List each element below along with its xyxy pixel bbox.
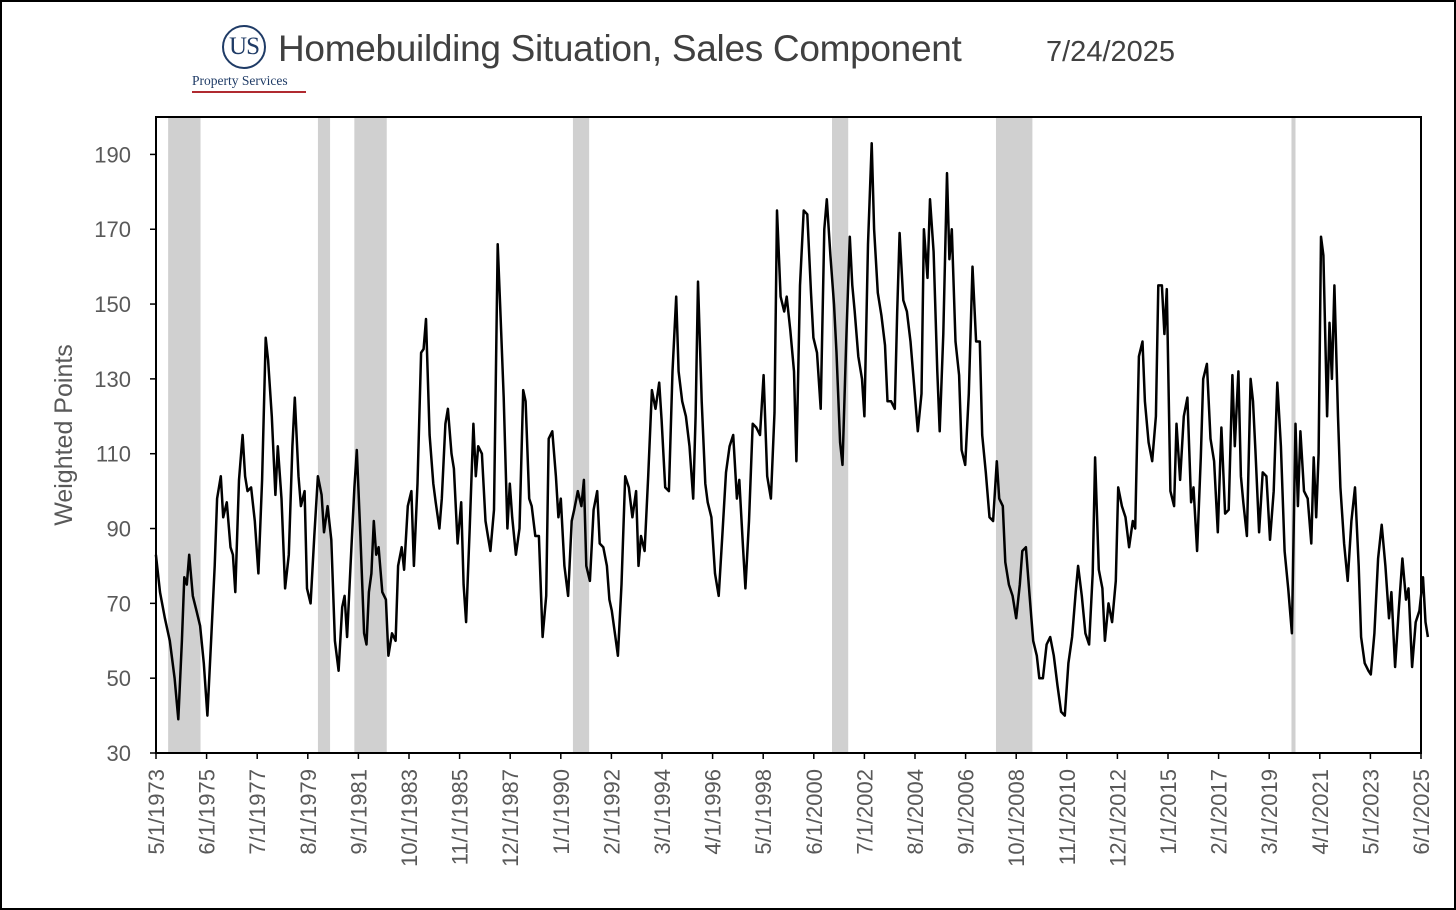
x-tick-label: 6/1/1975: [195, 769, 220, 855]
plot-area-border: [155, 116, 1422, 754]
x-tick-label: 9/1/2006: [954, 769, 979, 855]
recession-band-3: [572, 117, 590, 753]
x-tick-label: 11/1/2010: [1055, 769, 1080, 865]
x-tick-label: 5/1/1998: [751, 769, 776, 855]
x-tick-label: 5/1/2023: [1358, 769, 1383, 855]
x-tick-label: 1/1/2015: [1156, 769, 1181, 855]
company-logo: US Property Services: [192, 25, 308, 95]
recession-band-5: [995, 117, 1033, 753]
x-tick-label: 11/1/1985: [448, 769, 473, 865]
x-tick-label: 7/1/2002: [852, 769, 877, 855]
recession-band-0: [168, 117, 201, 753]
x-tick-label: 10/1/1983: [397, 769, 422, 867]
y-axis-label: Weighted Points: [50, 344, 78, 526]
x-tick-label: 7/1/1977: [245, 769, 270, 855]
chart-date: 7/24/2025: [1046, 36, 1176, 68]
x-tick-label: 5/1/1973: [144, 769, 169, 855]
x-tick-label: 2/1/1992: [599, 769, 624, 855]
y-tick-label: 90: [107, 517, 131, 542]
chart-title: Homebuilding Situation, Sales Component: [278, 28, 962, 69]
y-tick-label: 50: [107, 666, 131, 691]
y-tick-label: 150: [94, 292, 131, 317]
x-tick-label: 8/1/2004: [903, 769, 928, 855]
y-tick-label: 70: [107, 591, 131, 616]
logo-subtext: Property Services: [192, 73, 288, 88]
recession-band-6: [1291, 117, 1296, 753]
logo-monogram: US: [222, 25, 266, 69]
y-tick-label: 30: [107, 741, 131, 766]
x-tick-label: 3/1/2019: [1257, 769, 1282, 855]
logo-underline: [192, 91, 306, 93]
y-tick-label: 170: [94, 217, 131, 242]
x-tick-label: 8/1/1979: [296, 769, 321, 855]
y-tick-label: 110: [96, 442, 131, 467]
y-tick-label: 190: [94, 142, 131, 167]
x-tick-label: 12/1/1987: [498, 769, 523, 867]
series-line-0: [154, 141, 1430, 721]
recession-band-2: [354, 117, 387, 753]
recession-band-1: [317, 117, 331, 753]
x-tick-label: 6/1/2000: [802, 769, 827, 855]
x-tick-label: 12/1/2012: [1105, 769, 1130, 867]
x-tick-label: 1/1/1990: [549, 769, 574, 855]
x-tick-label: 3/1/1994: [650, 769, 675, 855]
x-tick-label: 4/1/1996: [701, 769, 726, 855]
y-tick-label: 130: [94, 367, 131, 392]
x-tick-label: 6/1/2025: [1409, 769, 1434, 855]
x-tick-label: 10/1/2008: [1004, 769, 1029, 867]
x-tick-label: 9/1/1981: [346, 769, 371, 855]
x-tick-label: 4/1/2021: [1308, 769, 1333, 855]
x-tick-label: 2/1/2017: [1207, 769, 1232, 855]
